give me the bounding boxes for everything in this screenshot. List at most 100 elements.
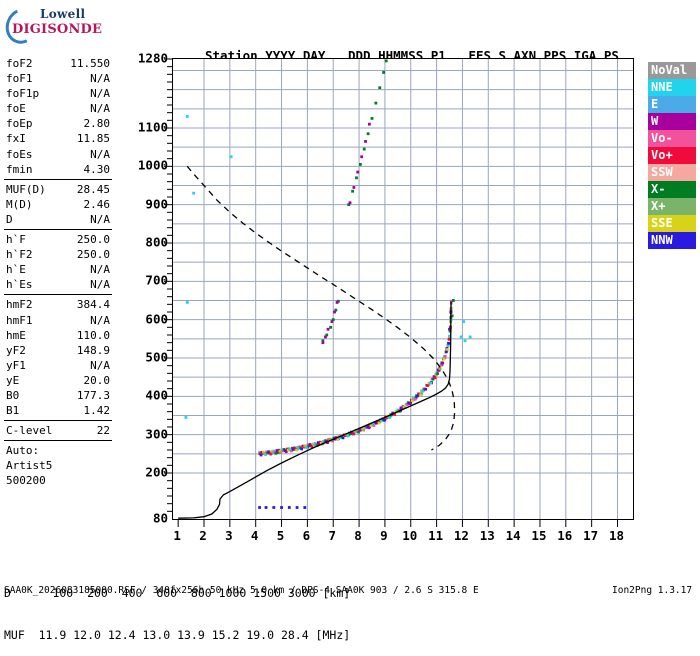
param-row: foF2 11.550 <box>4 56 112 71</box>
param-row: hmF1 N/A <box>4 313 112 328</box>
param-key: yF1 <box>6 358 26 372</box>
param-key: h`F <box>6 233 26 247</box>
param-key: foEs <box>6 147 33 161</box>
param-row: h`F 250.0 <box>4 232 112 247</box>
legend-item-vo-[interactable]: Vo- <box>648 130 696 147</box>
legend-item-noval[interactable]: NoVal <box>648 62 696 79</box>
param-key: hmE <box>6 328 26 342</box>
param-key: foE <box>6 102 26 116</box>
param-value: N/A <box>90 87 110 101</box>
legend-item-e[interactable]: E <box>648 96 696 113</box>
param-value: N/A <box>90 278 110 292</box>
legend-item-nnw[interactable]: NNW <box>648 232 696 249</box>
param-row: foE N/A <box>4 101 112 116</box>
f-trace-overlay <box>258 301 453 457</box>
param-key: foF1p <box>6 87 40 101</box>
param-value: 250.0 <box>76 233 110 247</box>
param-group-profile: hmF2 384.4 hmF1 N/A hmE 110.0 yF2 148.9 yF1 N… <box>4 297 112 418</box>
legend-item-nne[interactable]: NNE <box>648 79 696 96</box>
param-group-muf: MUF(D) 28.45 M(D) 2.46 D N/A <box>4 182 112 227</box>
param-value: 11.85 <box>76 132 110 146</box>
y-tick-label: 400 <box>145 387 168 403</box>
y-tick-label: 80 <box>152 510 168 526</box>
legend-item-x-[interactable]: X+ <box>648 198 696 215</box>
auto-version: 500200 <box>6 474 46 488</box>
x-tick-label: 18 <box>608 528 625 543</box>
muf-distance-values: MUF 11.9 12.0 12.4 13.0 13.9 15.2 19.0 2… <box>4 628 351 642</box>
x-tick-label: 8 <box>354 528 362 543</box>
x-axis-ticks <box>177 520 618 527</box>
param-row: h`F2 250.0 <box>4 247 112 262</box>
ionogram-plot-canvas <box>173 59 633 519</box>
param-value: 1.42 <box>83 404 111 418</box>
param-row: yF2 148.9 <box>4 343 112 358</box>
param-row: hmF2 384.4 <box>4 297 112 312</box>
param-key: foEp <box>6 117 33 131</box>
param-divider <box>4 294 112 296</box>
x-tick-label: 7 <box>328 528 336 543</box>
x-tick-label: 2 <box>199 528 207 543</box>
param-row: hmE 110.0 <box>4 328 112 343</box>
param-key: yE <box>6 373 20 387</box>
y-tick-label: 800 <box>145 234 168 250</box>
x-tick-label: 10 <box>402 528 418 543</box>
y-axis-labels: 80 200 300 400 500 600 700 800 900 1000 1100 1280 <box>132 51 168 526</box>
y-tick-label: 1280 <box>137 50 168 66</box>
plot-gridlines <box>173 59 633 519</box>
param-row: foEs N/A <box>4 147 112 162</box>
y-tick-label: 900 <box>145 196 168 212</box>
param-row: foEp 2.80 <box>4 116 112 131</box>
param-group-frequencies: foF2 11.550 foF1 N/A foF1p N/A foE N/A foEp 2… <box>4 56 112 177</box>
y-tick-label: 700 <box>145 272 168 288</box>
param-divider <box>4 420 112 422</box>
muf-dashed-curve <box>186 165 456 451</box>
param-value: 110.0 <box>76 328 110 342</box>
param-row: h`E N/A <box>4 262 112 277</box>
param-key: M(D) <box>6 197 33 211</box>
legend-item-w[interactable]: W <box>648 113 696 130</box>
x-tick-label: 15 <box>531 528 547 543</box>
x-tick-label: 13 <box>479 528 495 543</box>
ionogram-plot[interactable] <box>172 58 634 520</box>
param-value: 250.0 <box>76 248 110 262</box>
legend-item-vo-[interactable]: Vo+ <box>648 147 696 164</box>
param-row: B1 1.42 <box>4 403 112 418</box>
param-row: C-level 22 <box>4 423 112 438</box>
auto-software: Artist5 <box>6 459 53 473</box>
param-row: D N/A <box>4 212 112 227</box>
param-row: foF1 N/A <box>4 71 112 86</box>
x-tick-label: 17 <box>583 528 599 543</box>
param-divider <box>4 229 112 231</box>
auto-label: Auto: <box>6 444 40 458</box>
param-value: 148.9 <box>76 343 110 357</box>
y-tick-label: 300 <box>145 426 168 442</box>
param-key: fmin <box>6 162 33 176</box>
param-value: 22 <box>96 424 110 438</box>
param-value: N/A <box>90 263 110 277</box>
param-row: B0 177.3 <box>4 388 112 403</box>
data-series <box>321 59 388 343</box>
legend-item-ssw[interactable]: SSW <box>648 164 696 181</box>
param-value: N/A <box>90 358 110 372</box>
param-value: N/A <box>90 147 110 161</box>
param-key: h`F2 <box>6 248 33 262</box>
ionogram-svg <box>173 59 633 519</box>
param-row: M(D) 2.46 <box>4 197 112 212</box>
param-value: 28.45 <box>76 182 110 196</box>
param-key: MUF(D) <box>6 182 46 196</box>
y-axis-ticks <box>164 58 172 512</box>
legend-item-sse[interactable]: SSE <box>648 215 696 232</box>
param-divider <box>4 178 112 180</box>
x-tick-label: 1 <box>173 528 181 543</box>
y-tick-label: 200 <box>145 464 168 480</box>
param-row: fmin 4.30 <box>4 162 112 177</box>
data-series <box>321 122 371 345</box>
param-key: yF2 <box>6 343 26 357</box>
x-tick-label: 3 <box>225 528 233 543</box>
param-key: B1 <box>6 404 20 418</box>
param-row: foF1p N/A <box>4 86 112 101</box>
legend-item-x-[interactable]: X- <box>648 181 696 198</box>
data-series <box>184 115 472 419</box>
param-row: yF1 N/A <box>4 358 112 373</box>
param-key: foF2 <box>6 57 33 70</box>
